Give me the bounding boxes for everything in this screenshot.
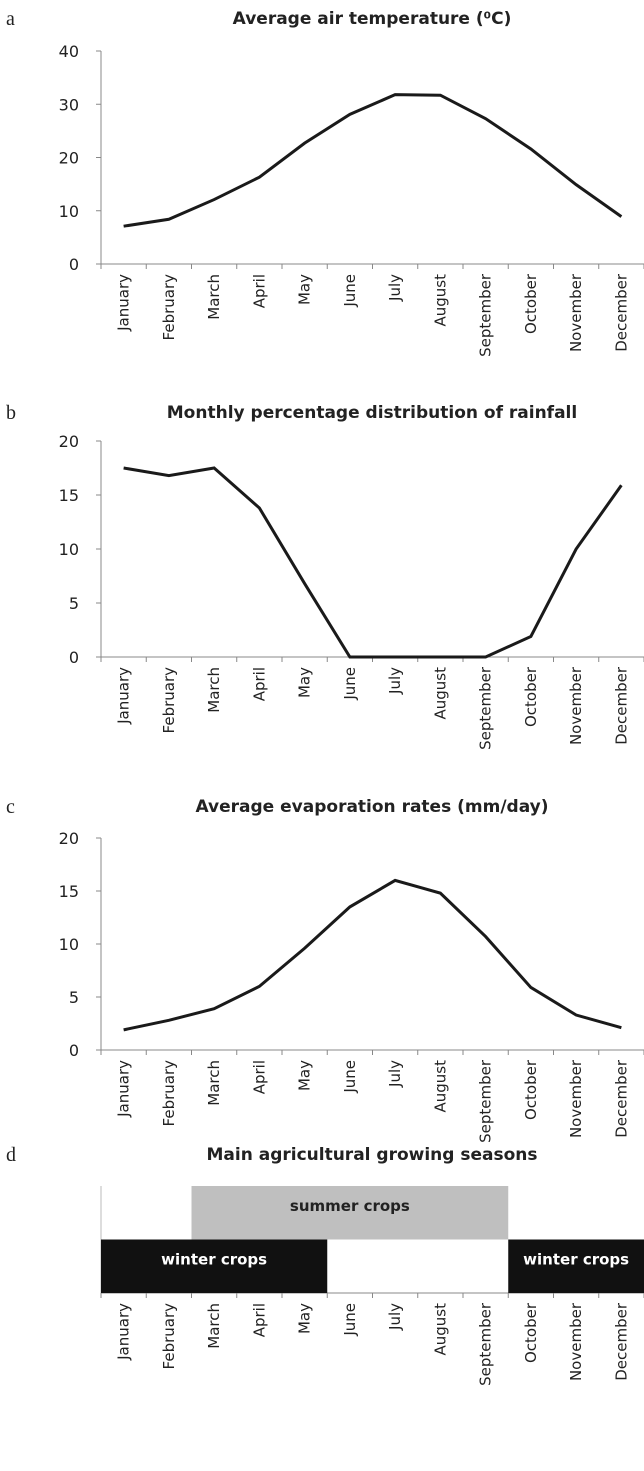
x-tick-label: December (612, 666, 630, 745)
data-line (123, 93, 623, 228)
y-tick-label: 40 (59, 42, 79, 61)
data-line (123, 466, 623, 659)
x-tick-label: August (431, 1303, 449, 1356)
y-tick-label: 10 (59, 540, 79, 559)
season-label: summer crops (290, 1197, 410, 1215)
panel-label: a (6, 8, 15, 30)
y-tick-label: 20 (59, 829, 79, 848)
season-bar (191, 1186, 509, 1240)
x-tick-label: April (250, 1303, 268, 1337)
x-tick-label: November (567, 1302, 585, 1381)
x-tick-label: December (612, 1302, 630, 1381)
x-tick-label: January (115, 667, 133, 725)
x-tick-label: February (160, 274, 178, 341)
x-tick-label: June (341, 667, 359, 701)
x-tick-label: March (205, 1060, 223, 1106)
y-tick-label: 10 (59, 202, 79, 221)
x-tick-label: January (115, 1303, 133, 1361)
x-tick-label: May (296, 1060, 314, 1091)
x-tick-label: October (522, 1302, 540, 1363)
chart-title: Average air temperature (⁰C) (233, 9, 512, 29)
x-tick-label: October (522, 273, 540, 334)
x-tick-label: September (477, 1302, 495, 1386)
x-tick-label: October (522, 666, 540, 727)
panel-label: c (6, 796, 15, 818)
x-tick-label: February (160, 667, 178, 734)
x-tick-label: June (341, 1303, 359, 1337)
x-tick-label: February (160, 1303, 178, 1370)
x-tick-label: June (341, 1060, 359, 1094)
x-tick-label: September (477, 273, 495, 357)
y-tick-label: 5 (69, 594, 79, 613)
x-tick-label: November (567, 1059, 585, 1138)
x-tick-label: December (612, 1059, 630, 1138)
y-tick-label: 0 (69, 255, 79, 274)
x-tick-label: July (386, 1303, 404, 1331)
x-tick-label: July (386, 274, 404, 302)
x-tick-label: September (477, 666, 495, 750)
x-tick-label: August (431, 1060, 449, 1113)
x-tick-label: May (296, 667, 314, 698)
y-tick-label: 0 (69, 1041, 79, 1060)
chart-title: Main agricultural growing seasons (206, 1145, 537, 1165)
x-tick-label: February (160, 1060, 178, 1127)
y-tick-label: 5 (69, 988, 79, 1007)
x-tick-label: September (477, 1059, 495, 1143)
x-tick-label: April (250, 1060, 268, 1094)
y-tick-label: 30 (59, 95, 79, 114)
x-tick-label: January (115, 274, 133, 332)
y-tick-label: 0 (69, 648, 79, 667)
season-bar (508, 1239, 644, 1293)
panel-label: b (6, 402, 16, 424)
x-tick-label: May (296, 1303, 314, 1334)
y-tick-label: 20 (59, 432, 79, 451)
y-tick-label: 20 (59, 149, 79, 168)
chart-title: Average evaporation rates (mm/day) (196, 797, 549, 817)
x-tick-label: November (567, 666, 585, 745)
x-tick-label: April (250, 667, 268, 701)
x-tick-label: August (431, 274, 449, 327)
x-tick-label: June (341, 274, 359, 308)
x-tick-label: March (205, 667, 223, 713)
season-label: winter crops (523, 1250, 629, 1268)
x-tick-label: December (612, 273, 630, 352)
x-tick-label: May (296, 274, 314, 305)
data-line (123, 878, 622, 1032)
x-tick-label: July (386, 1060, 404, 1088)
x-tick-label: April (250, 274, 268, 308)
x-tick-label: August (431, 667, 449, 720)
season-label: winter crops (161, 1250, 267, 1268)
y-tick-label: 10 (59, 935, 79, 954)
y-tick-label: 15 (59, 486, 79, 505)
chart-title: Monthly percentage distribution of rainf… (167, 403, 577, 423)
panel-label: d (6, 1144, 16, 1166)
x-tick-label: November (567, 273, 585, 352)
y-tick-label: 15 (59, 882, 79, 901)
season-bar (101, 1239, 328, 1293)
x-tick-label: January (115, 1060, 133, 1118)
x-tick-label: July (386, 667, 404, 695)
x-tick-label: March (205, 1303, 223, 1349)
x-tick-label: October (522, 1059, 540, 1120)
x-tick-label: March (205, 274, 223, 320)
